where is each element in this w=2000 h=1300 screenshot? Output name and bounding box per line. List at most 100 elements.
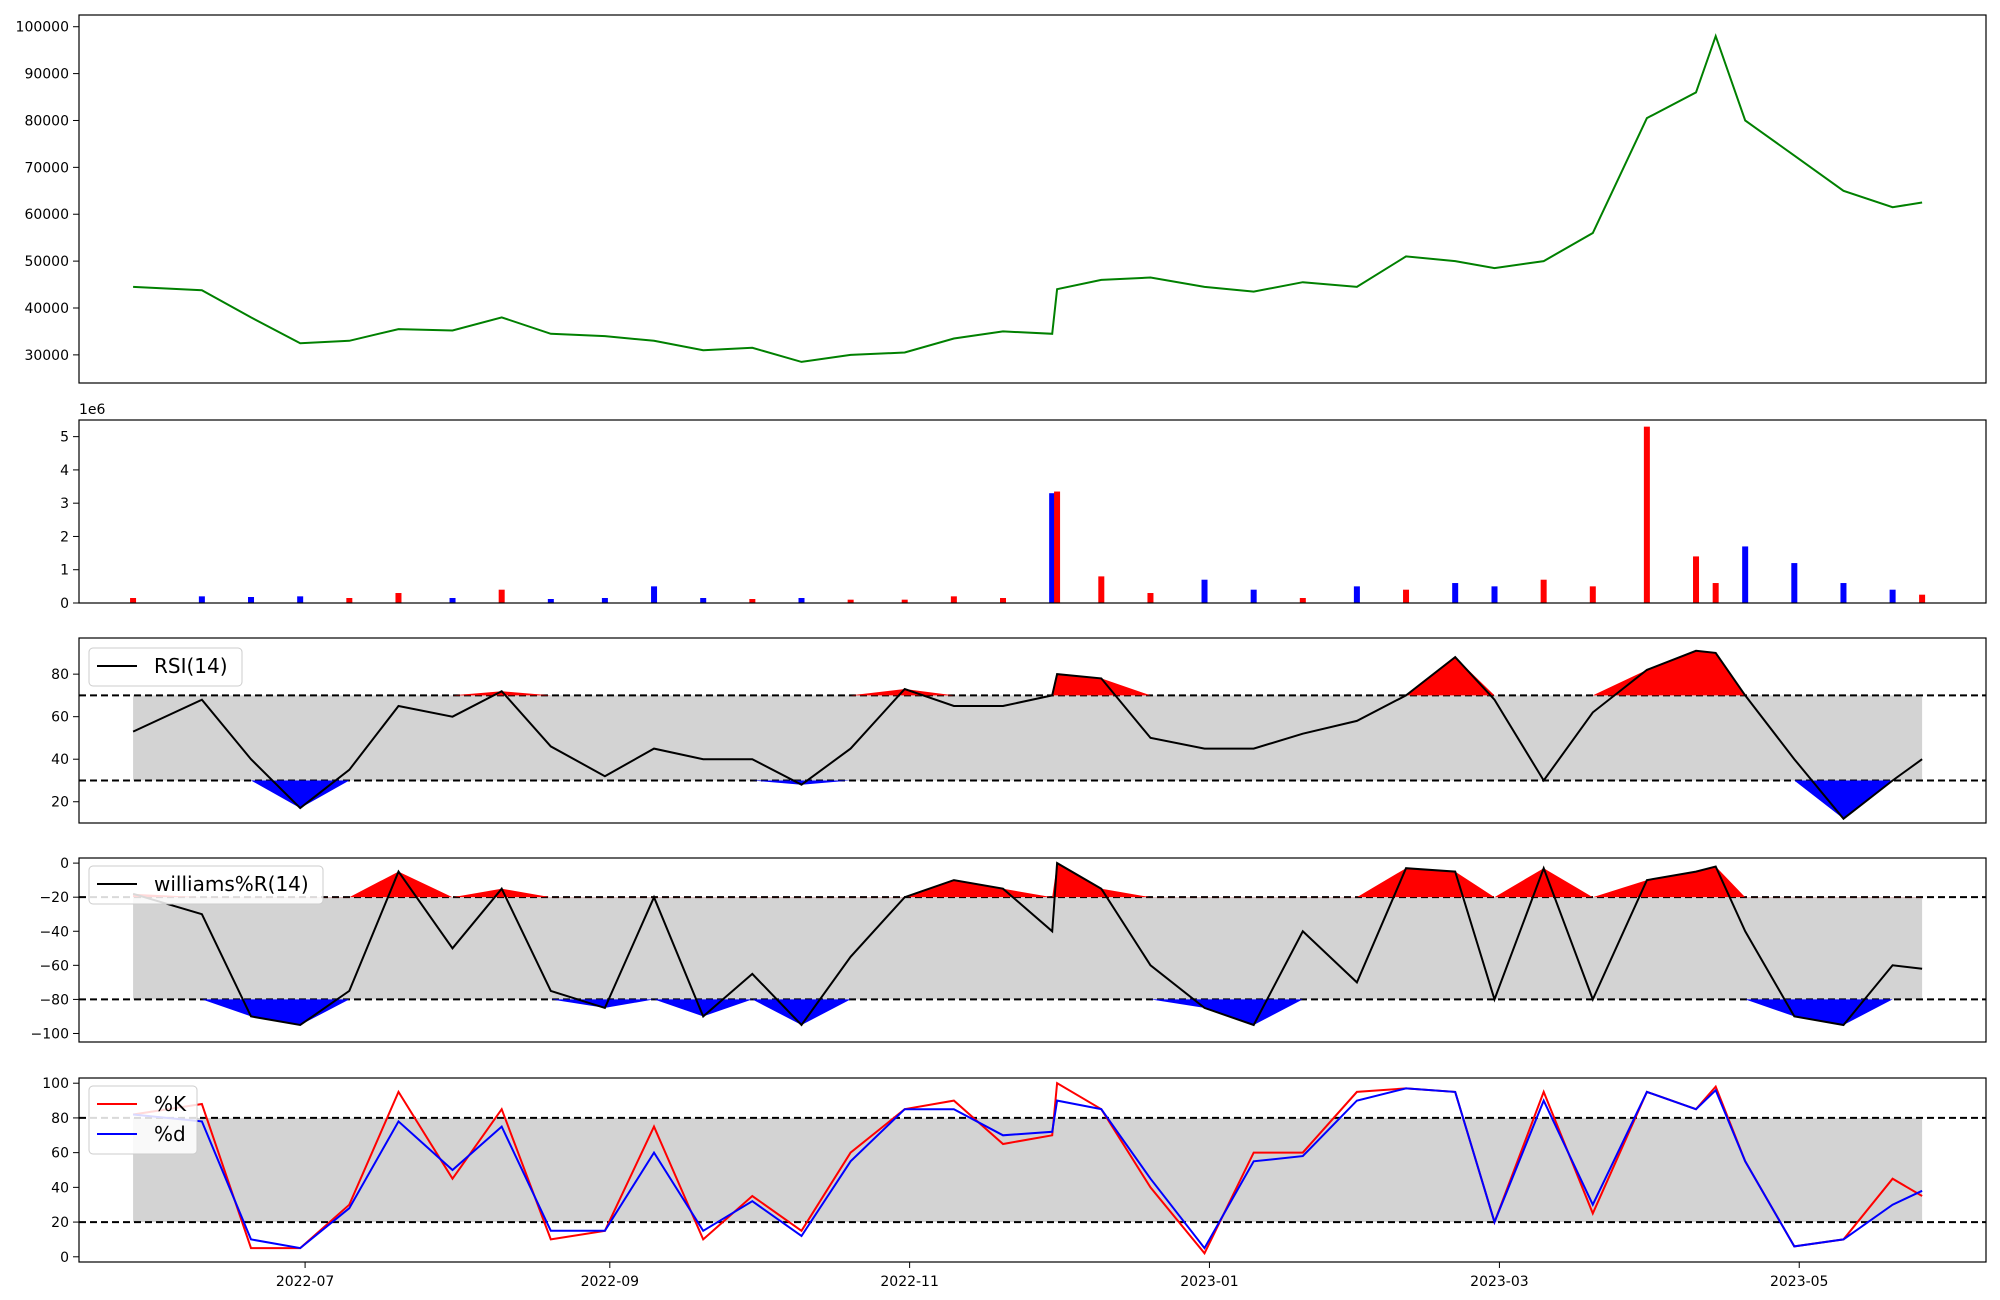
ytick-label-3: −100 [31, 1026, 69, 1042]
ytick-label-1: 4 [60, 463, 69, 479]
axes-frame-0 [78, 14, 1987, 384]
ytick-label-0: 80000 [24, 113, 69, 129]
volume-bar-9 [601, 598, 608, 603]
band-fill-3 [133, 897, 1923, 1000]
indicator-line-2 [132, 649, 1923, 821]
volume-bar-22 [1201, 579, 1208, 603]
ytick-label-2: 20 [51, 795, 69, 811]
ytick-label-1: 2 [60, 529, 69, 545]
volume-bar-25 [1353, 586, 1360, 603]
volume-scale-label: 1e6 [79, 402, 106, 418]
ytick-label-3: 0 [60, 856, 69, 872]
fill-layer [79, 650, 1986, 1224]
xtick-label: 2023-05 [1770, 1274, 1829, 1290]
axes-frame-3 [78, 857, 1987, 1043]
ytick-label-0: 40000 [24, 301, 69, 317]
ytick-label-1: 5 [60, 430, 69, 446]
volume-bar-34 [1742, 546, 1749, 603]
band-fill-2 [133, 695, 1923, 781]
xtick-label: 2023-01 [1180, 1274, 1239, 1290]
volume-bar-21 [1147, 593, 1154, 603]
volume-bar-3 [297, 596, 304, 603]
ytick-label-3: −40 [39, 924, 69, 940]
volume-bar-28 [1491, 586, 1498, 603]
volume-bars [130, 426, 1926, 603]
legend-rsi-label: RSI(14) [154, 654, 228, 678]
volume-bar-11 [700, 598, 707, 603]
ytick-label-3: −20 [39, 890, 69, 906]
ytick-label-2: 60 [51, 710, 69, 726]
volume-bar-32 [1693, 556, 1700, 603]
ytick-label-4: 60 [51, 1146, 69, 1162]
ytick-label-4: 80 [51, 1111, 69, 1127]
volume-bar-0 [130, 598, 137, 603]
axes-frame-2 [78, 637, 1987, 824]
volume-bar-14 [847, 599, 854, 603]
legend-d-label: %d [154, 1122, 186, 1146]
ytick-label-4: 100 [42, 1076, 69, 1092]
volume-bar-35 [1791, 563, 1798, 603]
stochastic-line-1 [133, 1087, 1923, 1250]
ytick-label-1: 1 [60, 563, 69, 579]
ytick-label-3: −80 [39, 992, 69, 1008]
ytick-label-0: 30000 [24, 348, 69, 364]
volume-bar-7 [498, 589, 505, 603]
band-fill-4 [133, 1117, 1923, 1223]
volume-bar-5 [395, 593, 402, 603]
ytick-label-0: 90000 [24, 67, 69, 83]
volume-bar-6 [449, 598, 456, 603]
legend-rsi: RSI(14) [88, 647, 243, 687]
axes-frame-4 [78, 1077, 1987, 1263]
ytick-label-0: 60000 [24, 207, 69, 223]
xtick-label: 2023-03 [1470, 1274, 1529, 1290]
ytick-label-4: 0 [60, 1250, 69, 1266]
series-lines [132, 33, 1923, 1256]
volume-bar-17 [1000, 598, 1007, 603]
volume-bar-23 [1250, 589, 1257, 603]
volume-bar-20 [1098, 576, 1105, 603]
volume-bar-4 [346, 598, 353, 603]
volume-bar-13 [798, 598, 805, 603]
oversold-fill-3 [133, 999, 1923, 1025]
overbought-fill-2 [133, 650, 1923, 696]
indicator-line-3 [132, 861, 1923, 1027]
ytick-label-4: 40 [51, 1180, 69, 1196]
ytick-label-0: 70000 [24, 160, 69, 176]
volume-bar-36 [1840, 583, 1847, 603]
legends-layer: RSI(14) williams%R(14) %K %d [88, 647, 324, 1155]
volume-bar-38 [1919, 594, 1926, 603]
volume-bar-31 [1643, 426, 1650, 603]
ytick-label-3: −60 [39, 958, 69, 974]
ytick-label-1: 3 [60, 496, 69, 512]
xtick-label: 2022-11 [880, 1274, 939, 1290]
xtick-label: 2022-09 [581, 1274, 640, 1290]
ytick-label-0: 50000 [24, 254, 69, 270]
volume-bar-27 [1452, 583, 1459, 603]
volume-bar-2 [248, 597, 255, 603]
axes-frame-1 [78, 419, 1987, 604]
oversold-fill-2 [133, 780, 1923, 819]
xtick-label: 2022-07 [276, 1274, 335, 1290]
legend-stochastic: %K %d [88, 1085, 198, 1155]
ytick-label-0: 100000 [16, 20, 69, 36]
volume-bar-1 [198, 596, 205, 603]
volume-bar-30 [1589, 586, 1596, 603]
volume-bar-33 [1712, 583, 1719, 603]
volume-bar-26 [1403, 589, 1410, 603]
volume-bar-19 [1054, 491, 1061, 603]
volume-bar-18 [1049, 493, 1056, 603]
volume-bar-24 [1299, 598, 1306, 603]
legend-williams: williams%R(14) [88, 865, 324, 905]
volume-bar-10 [651, 586, 658, 603]
legend-williams-label: williams%R(14) [154, 872, 309, 896]
volume-bar-29 [1540, 579, 1547, 603]
volume-bar-16 [950, 596, 957, 603]
volume-bar-15 [901, 599, 908, 603]
ytick-label-4: 20 [51, 1215, 69, 1231]
ytick-label-2: 40 [51, 752, 69, 768]
axes-layer: 3000040000500006000070000800009000010000… [16, 14, 1987, 1290]
ytick-label-2: 80 [51, 667, 69, 683]
volume-bar-8 [547, 599, 554, 603]
